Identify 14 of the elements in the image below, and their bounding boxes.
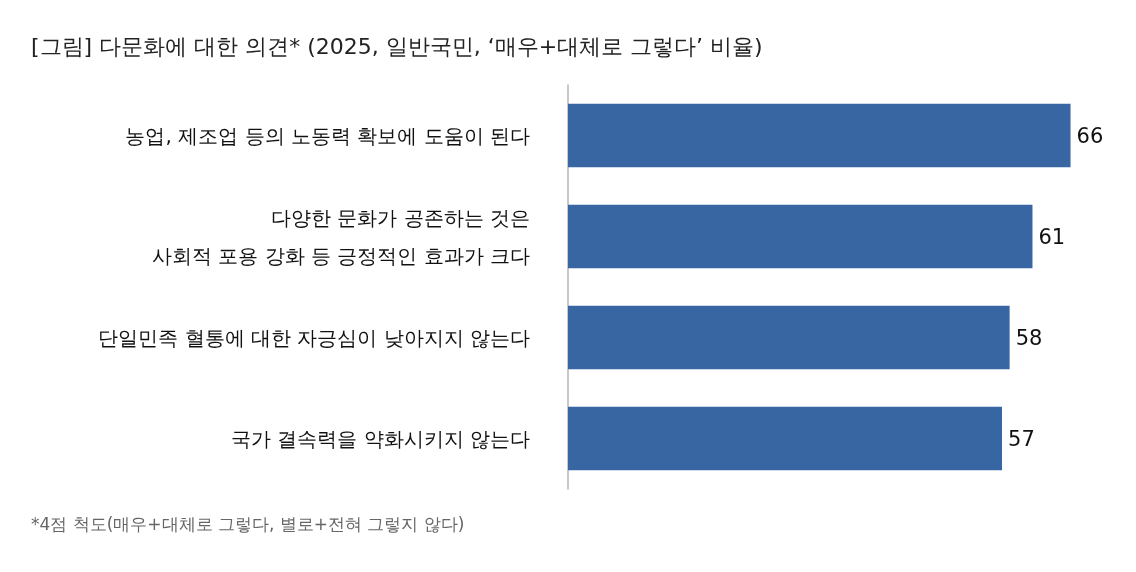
bar — [568, 406, 1003, 471]
y-tick-label: 단일민족 혈통에 대한 자긍심이 낮아지지 않는다 — [98, 325, 530, 350]
text: *4점 척도(매우+대체로 그렇다, 별로+전혀 그렇지 않다) — [31, 513, 465, 534]
bar — [568, 204, 1033, 269]
chart-title: [그림] 다문화에 대한 의견* (2025, 일반국민, ‘매우+대체로 그렇다’ 비율) — [31, 33, 763, 59]
y-tick-label: 다양한 문화가 공존하는 것은 사회적 포용 강화 등 긍정적인 효과가 크다 — [151, 205, 530, 268]
data-label: 61 — [1038, 224, 1066, 249]
data-label: 57 — [1008, 426, 1035, 451]
y-tick-label: 국가 결속력을 약화시키지 않는다 — [230, 426, 530, 451]
bar — [568, 305, 1010, 370]
data-label: 58 — [1015, 325, 1043, 350]
y-tick-label: 농업, 제조업 등의 노동력 확보에 도움이 된다 — [125, 123, 530, 148]
bar — [568, 103, 1071, 168]
data-label: 66 — [1076, 123, 1104, 148]
